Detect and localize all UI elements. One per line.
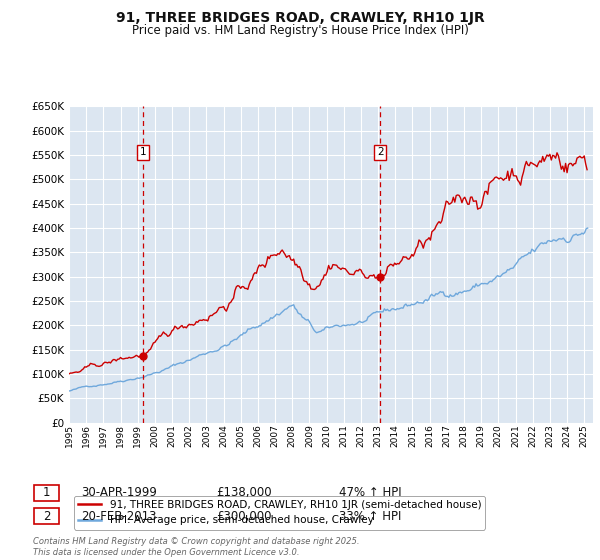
Text: 1: 1: [43, 486, 50, 500]
Text: 1: 1: [140, 147, 146, 157]
Text: 91, THREE BRIDGES ROAD, CRAWLEY, RH10 1JR: 91, THREE BRIDGES ROAD, CRAWLEY, RH10 1J…: [116, 11, 484, 25]
Text: 2: 2: [377, 147, 383, 157]
Text: Price paid vs. HM Land Registry's House Price Index (HPI): Price paid vs. HM Land Registry's House …: [131, 24, 469, 36]
Text: Contains HM Land Registry data © Crown copyright and database right 2025.
This d: Contains HM Land Registry data © Crown c…: [33, 537, 359, 557]
Text: £138,000: £138,000: [216, 486, 272, 500]
Text: 30-APR-1999: 30-APR-1999: [81, 486, 157, 500]
Text: 33% ↑ HPI: 33% ↑ HPI: [339, 510, 401, 523]
Text: 47% ↑ HPI: 47% ↑ HPI: [339, 486, 401, 500]
Text: £300,000: £300,000: [216, 510, 271, 523]
Text: 2: 2: [43, 510, 50, 523]
Text: 20-FEB-2013: 20-FEB-2013: [81, 510, 157, 523]
Legend: 91, THREE BRIDGES ROAD, CRAWLEY, RH10 1JR (semi-detached house), HPI: Average pr: 91, THREE BRIDGES ROAD, CRAWLEY, RH10 1J…: [74, 496, 485, 530]
